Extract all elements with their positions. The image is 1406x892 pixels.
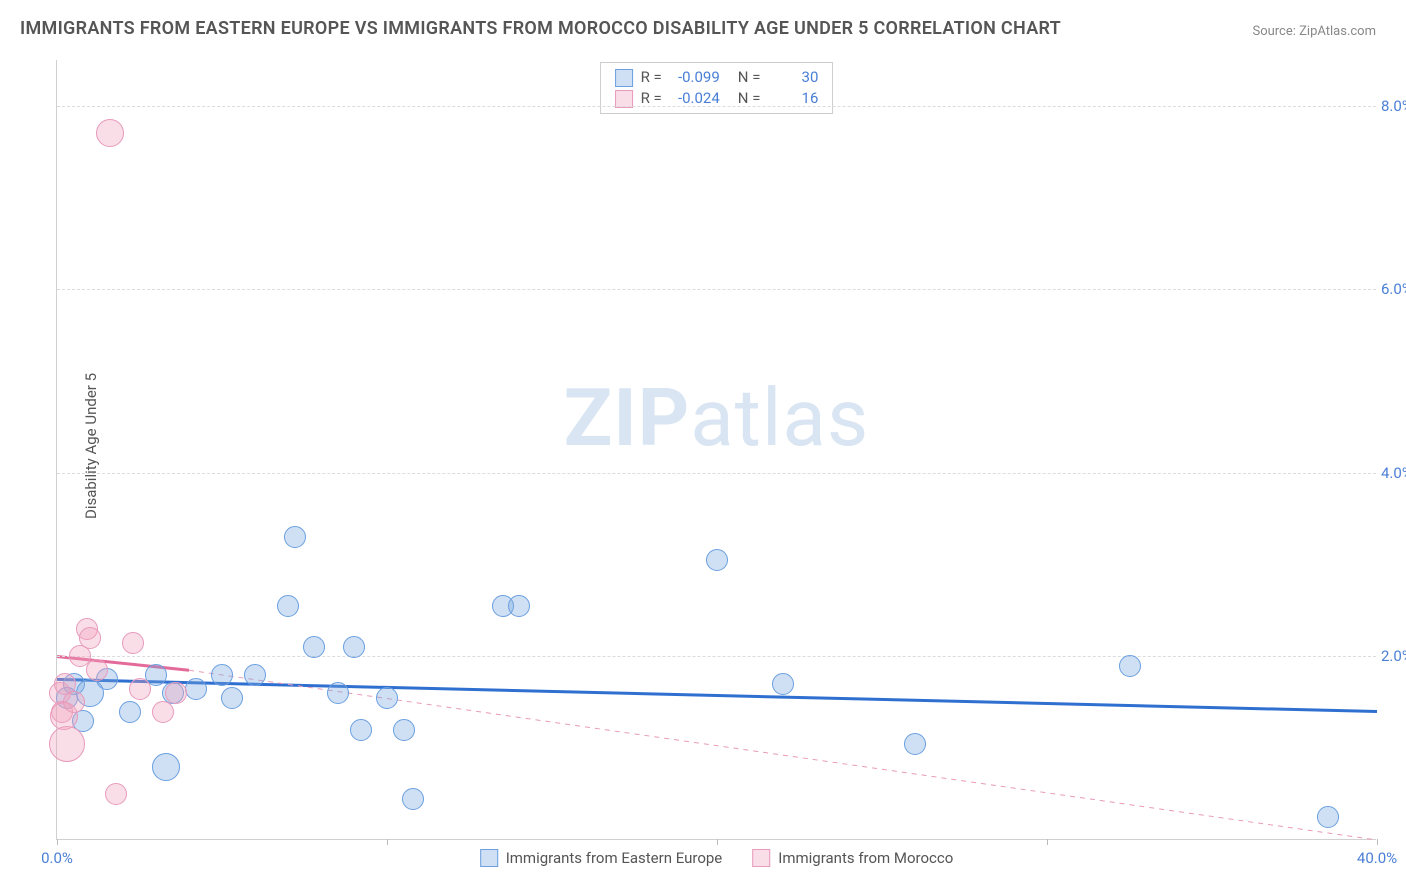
data-point <box>706 549 728 571</box>
ytick-label: 8.0% <box>1381 97 1406 115</box>
legend-top-row: R = -0.099 N = 30 <box>615 67 819 88</box>
watermark-zip: ZIP <box>564 371 691 465</box>
legend-swatch <box>615 90 633 108</box>
source-label: Source: ZipAtlas.com <box>1252 24 1376 39</box>
data-point <box>165 682 187 704</box>
legend-r-label: R = <box>641 67 662 88</box>
data-point <box>119 701 141 723</box>
data-point <box>63 691 85 713</box>
data-point <box>1119 655 1141 677</box>
data-point <box>79 627 101 649</box>
data-point <box>376 687 398 709</box>
gridline <box>57 289 1376 290</box>
gridline <box>57 473 1376 474</box>
ytick-label: 4.0% <box>1381 464 1406 482</box>
data-point <box>105 783 127 805</box>
data-point <box>152 701 174 723</box>
chart-title: IMMIGRANTS FROM EASTERN EUROPE VS IMMIGR… <box>20 18 1061 39</box>
legend-bottom-item: Immigrants from Eastern Europe <box>480 849 723 867</box>
data-point <box>86 659 108 681</box>
data-point <box>277 595 299 617</box>
watermark: ZIPatlas <box>564 371 869 465</box>
data-point <box>343 636 365 658</box>
trend-lines <box>57 60 1376 839</box>
data-point <box>122 632 144 654</box>
legend-bottom-item: Immigrants from Morocco <box>752 849 953 867</box>
xtick <box>1377 839 1378 845</box>
xtick-label: 40.0% <box>1357 849 1397 867</box>
xtick <box>1047 839 1048 845</box>
plot-area: ZIPatlas R =-0.099N =30R =-0.024N =16 Im… <box>56 60 1376 840</box>
legend-bottom: Immigrants from Eastern Europe Immigrants… <box>480 849 954 867</box>
gridline <box>57 656 1376 657</box>
data-point <box>402 788 424 810</box>
data-point <box>284 526 306 548</box>
data-point <box>221 687 243 709</box>
legend-n-label: N = <box>738 67 761 88</box>
data-point <box>772 673 794 695</box>
xtick <box>57 839 58 845</box>
data-point <box>393 719 415 741</box>
data-point <box>152 753 180 781</box>
data-point <box>244 664 266 686</box>
data-point <box>96 119 124 147</box>
ytick-label: 2.0% <box>1381 647 1406 665</box>
gridline <box>57 106 1376 107</box>
legend-r-value: -0.099 <box>670 67 720 88</box>
legend-swatch <box>615 69 633 87</box>
data-point <box>129 678 151 700</box>
legend-swatch <box>480 849 498 867</box>
legend-series-label: Immigrants from Morocco <box>778 849 953 867</box>
data-point <box>508 595 530 617</box>
data-point <box>211 664 233 686</box>
legend-swatch <box>752 849 770 867</box>
legend-n-value: 30 <box>768 67 818 88</box>
xtick <box>387 839 388 845</box>
ytick-label: 6.0% <box>1381 280 1406 298</box>
data-point <box>350 719 372 741</box>
xtick-label: 0.0% <box>41 849 73 867</box>
legend-series-label: Immigrants from Eastern Europe <box>506 849 723 867</box>
data-point <box>49 726 85 762</box>
xtick <box>717 839 718 845</box>
watermark-atlas: atlas <box>690 371 869 465</box>
data-point <box>303 636 325 658</box>
data-point <box>185 678 207 700</box>
data-point <box>904 733 926 755</box>
data-point <box>327 682 349 704</box>
data-point <box>1317 806 1339 828</box>
